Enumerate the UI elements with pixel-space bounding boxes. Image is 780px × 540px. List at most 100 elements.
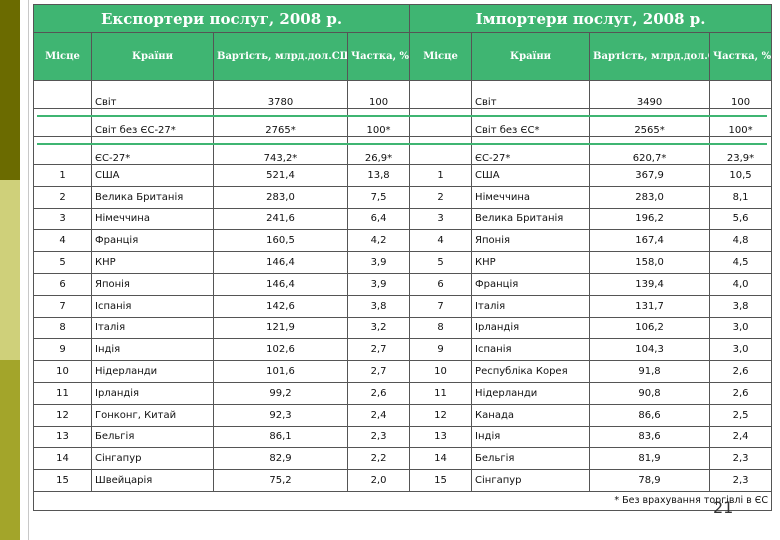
imp-rank-cell: 3 [409, 207, 473, 231]
imp-aggregate-share: 23,9* [709, 136, 773, 165]
exp-aggregate-value: 743,2* [213, 136, 348, 165]
exp-country-cell: Японія [91, 272, 214, 296]
exp-rank-cell: 5 [33, 251, 92, 274]
exp-share-cell: 2,0 [346, 469, 411, 492]
exp-country-cell: КНР [91, 251, 214, 274]
imp-value-cell: 106,2 [589, 316, 711, 340]
imp-rank-cell: 6 [409, 272, 473, 296]
exp-aggregate-share: 100 [346, 80, 411, 109]
imp-aggregate-share: 100 [709, 80, 773, 109]
exp-country-cell: Швейцарія [91, 469, 214, 492]
imp-value-cell: 196,2 [589, 207, 711, 231]
exp-share-cell: 2,3 [346, 425, 411, 449]
imp-share-cell: 4,0 [709, 272, 773, 296]
exp-aggregate-value: 2765* [213, 108, 348, 137]
table-row: 3 Німеччина 241,6 6,4 3 Велика Британія 196,2 5… [33, 207, 773, 231]
footnote: * Без врахування торгівлі в ЄС [32, 490, 773, 511]
imp-country-cell: Велика Британія [471, 207, 591, 231]
exp-rank-cell: 15 [33, 469, 92, 492]
exp-share-cell: 2,4 [346, 403, 411, 427]
imp-rank-cell: 11 [409, 381, 473, 405]
slide-divider [28, 0, 29, 540]
exp-col-place: Місце [33, 32, 92, 81]
exp-share-cell: 2,7 [346, 338, 411, 362]
exp-value-cell: 86,1 [213, 425, 348, 449]
imp-country-cell: Бельгія [471, 447, 591, 471]
table-row: 6 Японія 146,4 3,9 6 Франція 139,4 4,0 [33, 272, 773, 296]
exp-share-cell: 4,2 [346, 229, 411, 253]
exp-value-cell: 283,0 [213, 185, 348, 209]
exp-value-cell: 102,6 [213, 338, 348, 362]
exp-rank-cell: 11 [33, 381, 92, 405]
imp-share-cell: 3,0 [709, 338, 773, 362]
exp-aggregate-share: 100* [346, 108, 411, 137]
sidebar-block-top [0, 0, 20, 180]
imp-country-cell: Канада [471, 403, 591, 427]
exp-rank-cell: 10 [33, 360, 92, 383]
imp-col-value: Вартість, млрд.дол.США [589, 32, 711, 81]
table-row: 5 КНР 146,4 3,9 5 КНР 158,0 4,5 [33, 251, 773, 274]
table-row: 10 Нідерланди 101,6 2,7 10 Республіка Корея 91… [33, 360, 773, 383]
table-row: 2 Велика Британія 283,0 7,5 2 Німеччина 283,0 8… [33, 185, 773, 209]
table-row: 7 Іспанія 142,6 3,8 7 Італія 131,7 3,8 [33, 294, 773, 318]
exp-share-cell: 3,9 [346, 272, 411, 296]
exp-value-cell: 75,2 [213, 469, 348, 492]
services-trade-table: Експортери послуг, 2008 р. Імпортери пос… [32, 4, 773, 511]
imp-country-cell: Сінгапур [471, 469, 591, 492]
exp-rank-cell: 8 [33, 316, 92, 340]
imp-rank-cell: 10 [409, 360, 473, 383]
exporters-title: Експортери послуг, 2008 р. [32, 4, 411, 33]
table-row: 8 Італія 121,9 3,2 8 Ірландія 106,2 3,0 [33, 316, 773, 340]
exp-country-cell: Індія [91, 338, 214, 362]
imp-value-cell: 167,4 [589, 229, 711, 253]
sidebar-block-bottom [0, 360, 20, 540]
exp-country-cell: Велика Британія [91, 185, 214, 209]
table-row: 4 Франція 160,5 4,2 4 Японія 167,4 4,8 [33, 229, 773, 253]
importers-title: Імпортери послуг, 2008 р. [409, 4, 773, 33]
exp-rank-cell: 12 [33, 403, 92, 427]
imp-rank-cell: 7 [409, 294, 473, 318]
imp-value-cell: 367,9 [589, 164, 711, 187]
imp-value-cell: 91,8 [589, 360, 711, 383]
exp-country-cell: Гонконг, Китай [91, 403, 214, 427]
table-row: 15 Швейцарія 75,2 2,0 15 Сінгапур 78,9 2,3 [33, 469, 773, 492]
imp-col-place: Місце [409, 32, 473, 81]
imp-share-cell: 3,0 [709, 316, 773, 340]
exp-value-cell: 99,2 [213, 381, 348, 405]
imp-country-cell: Японія [471, 229, 591, 253]
imp-country-cell: Франція [471, 272, 591, 296]
imp-value-cell: 83,6 [589, 425, 711, 449]
imp-share-cell: 4,8 [709, 229, 773, 253]
exp-aggregate-name: ЄС-27* [91, 136, 214, 165]
exp-rank-cell: 7 [33, 294, 92, 318]
exp-value-cell: 121,9 [213, 316, 348, 340]
imp-share-cell: 2,4 [709, 425, 773, 449]
aggregate-row-world: Світ 3780 100 Світ 3490 100 [33, 80, 773, 109]
imp-share-cell: 5,6 [709, 207, 773, 231]
imp-rank-cell: 8 [409, 316, 473, 340]
separator-line [37, 115, 767, 117]
exp-country-cell: США [91, 164, 214, 187]
exp-value-cell: 92,3 [213, 403, 348, 427]
exp-country-cell: Іспанія [91, 294, 214, 318]
imp-value-cell: 104,3 [589, 338, 711, 362]
exp-aggregate-share: 26,9* [346, 136, 411, 165]
imp-country-cell: КНР [471, 251, 591, 274]
exp-rank-cell: 9 [33, 338, 92, 362]
exp-share-cell: 2,2 [346, 447, 411, 471]
exp-value-cell: 241,6 [213, 207, 348, 231]
imp-country-cell: США [471, 164, 591, 187]
imp-rank-cell: 5 [409, 251, 473, 274]
exp-aggregate-name: Світ без ЄС-27* [91, 108, 214, 137]
aggregate-row-world-excl-eu: Світ без ЄС-27* 2765* 100* Світ без ЄС* … [33, 108, 773, 137]
imp-aggregate-value: 620,7* [589, 136, 711, 165]
imp-share-cell: 10,5 [709, 164, 773, 187]
imp-aggregate-share: 100* [709, 108, 773, 137]
imp-value-cell: 158,0 [589, 251, 711, 274]
imp-value-cell: 139,4 [589, 272, 711, 296]
exp-share-cell: 2,6 [346, 381, 411, 405]
imp-value-cell: 90,8 [589, 381, 711, 405]
exp-rank-cell: 6 [33, 272, 92, 296]
imp-country-cell: Нідерланди [471, 381, 591, 405]
exp-rank-cell: 1 [33, 164, 92, 187]
